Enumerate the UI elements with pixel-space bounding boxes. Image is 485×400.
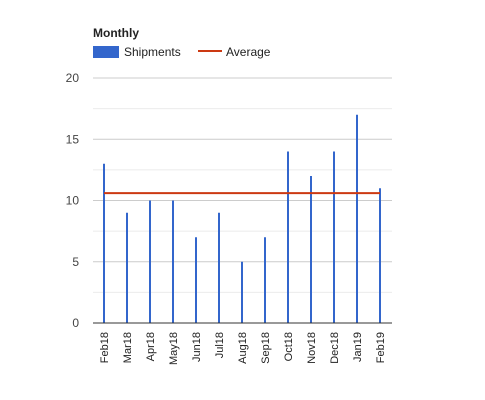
x-tick-label: Dec18 — [329, 332, 341, 364]
bar-sep18 — [264, 237, 266, 323]
bar-series — [103, 114, 381, 323]
x-tick-label: Oct18 — [283, 332, 295, 361]
x-tick-label: Aug18 — [237, 332, 249, 364]
x-tick-label: Feb18 — [99, 332, 111, 363]
x-tick-label: Jun18 — [191, 332, 203, 362]
x-tick-label: Sep18 — [260, 332, 272, 364]
x-tick-label: Apr18 — [145, 332, 157, 361]
chart-title: Monthly — [93, 26, 139, 40]
y-axis-ticks: 0 5 10 15 20 — [66, 71, 80, 330]
x-tick-label: Mar18 — [122, 332, 134, 363]
x-tick-label: Jul18 — [214, 332, 226, 358]
bar-jun18 — [195, 237, 197, 323]
bar-feb19 — [379, 188, 381, 323]
bar-jan19 — [356, 114, 358, 323]
bar-jul18 — [218, 212, 220, 323]
bar-nov18 — [310, 176, 312, 323]
x-tick-label: Feb19 — [375, 332, 387, 363]
y-tick-label: 20 — [66, 71, 80, 85]
legend-label-average: Average — [226, 45, 271, 59]
x-tick-label: May18 — [168, 332, 180, 365]
bar-feb18 — [103, 163, 105, 323]
y-tick-label: 5 — [72, 255, 79, 269]
y-tick-label: 0 — [72, 316, 79, 330]
y-tick-label: 15 — [66, 132, 80, 146]
bar-mar18 — [126, 212, 128, 323]
bar-oct18 — [287, 151, 289, 323]
bar-dec18 — [333, 151, 335, 323]
x-axis-ticks: Feb18 Mar18 Apr18 May18 Jun18 Jul18 Aug18 Sep18… — [99, 332, 387, 365]
legend-swatch-shipments — [93, 46, 119, 58]
bar-apr18 — [149, 200, 151, 323]
bar-may18 — [172, 200, 174, 323]
gridlines — [93, 77, 392, 293]
legend-label-shipments: Shipments — [124, 45, 181, 59]
x-tick-label: Nov18 — [306, 332, 318, 364]
legend: Shipments Average — [93, 45, 271, 59]
x-tick-label: Jan19 — [352, 332, 364, 362]
y-tick-label: 10 — [66, 194, 80, 208]
bar-aug18 — [241, 261, 243, 323]
